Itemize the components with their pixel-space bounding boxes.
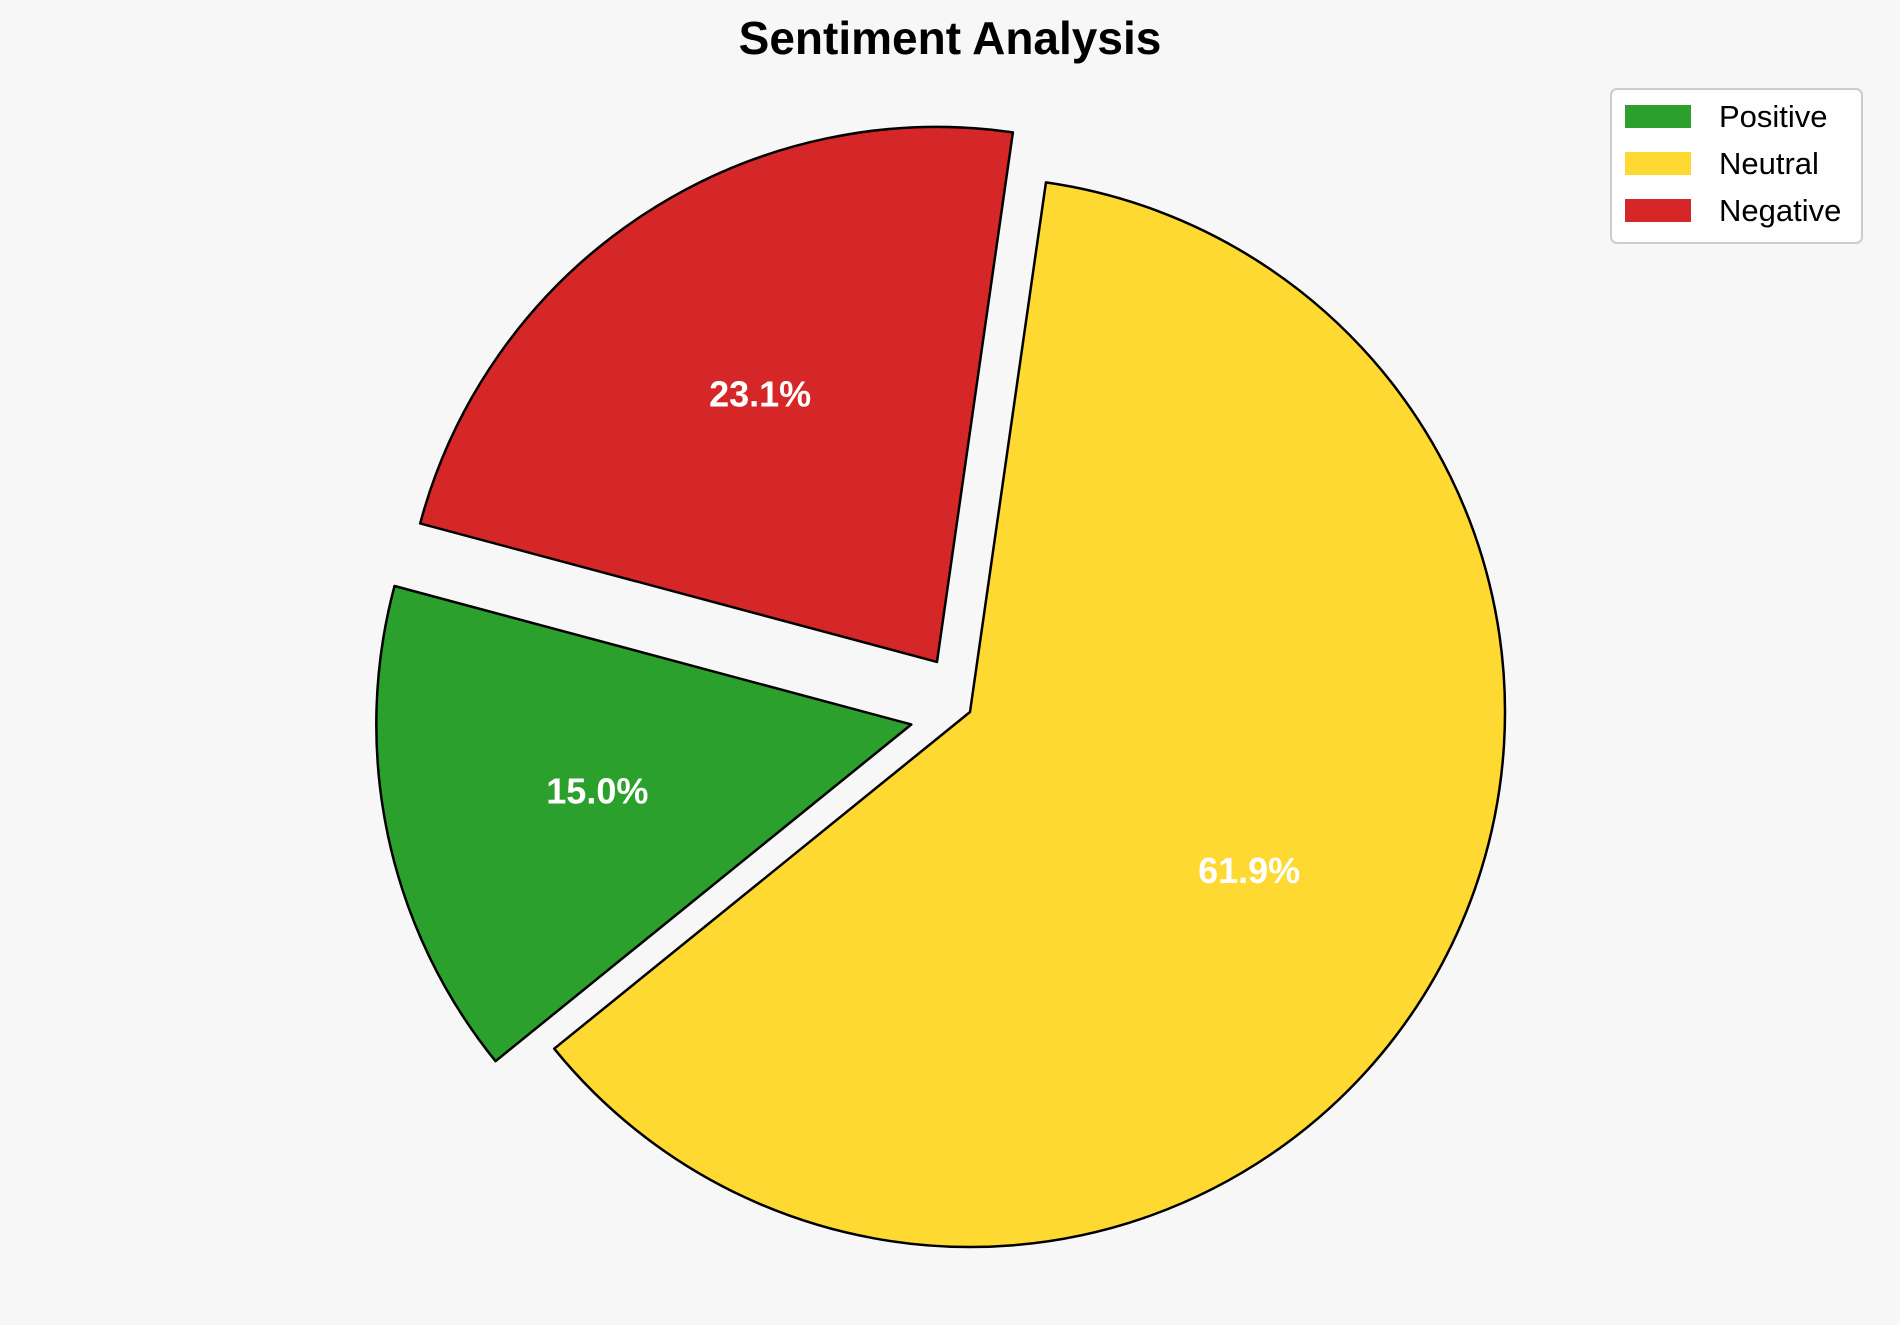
legend-swatch-neutral xyxy=(1625,152,1691,175)
pie-slice-positive xyxy=(375,584,913,1063)
pie-slice-neutral xyxy=(552,181,1507,1249)
legend-swatch-positive xyxy=(1625,105,1691,128)
pie-label-negative: 23.1% xyxy=(709,373,811,414)
pie-slices xyxy=(375,125,1507,1249)
pie-label-neutral: 61.9% xyxy=(1198,850,1300,891)
legend: Positive Neutral Negative xyxy=(1610,88,1863,244)
chart-title: Sentiment Analysis xyxy=(739,12,1162,64)
legend-label-neutral: Neutral xyxy=(1719,146,1819,181)
legend-label-negative: Negative xyxy=(1719,193,1841,228)
pie-label-positive: 15.0% xyxy=(546,771,648,812)
legend-swatch-negative xyxy=(1625,199,1691,222)
pie-slice-labels: 15.0% 61.9% 23.1% xyxy=(546,373,1300,890)
pie-slice-negative xyxy=(418,125,1015,664)
legend-label-positive: Positive xyxy=(1719,99,1828,134)
